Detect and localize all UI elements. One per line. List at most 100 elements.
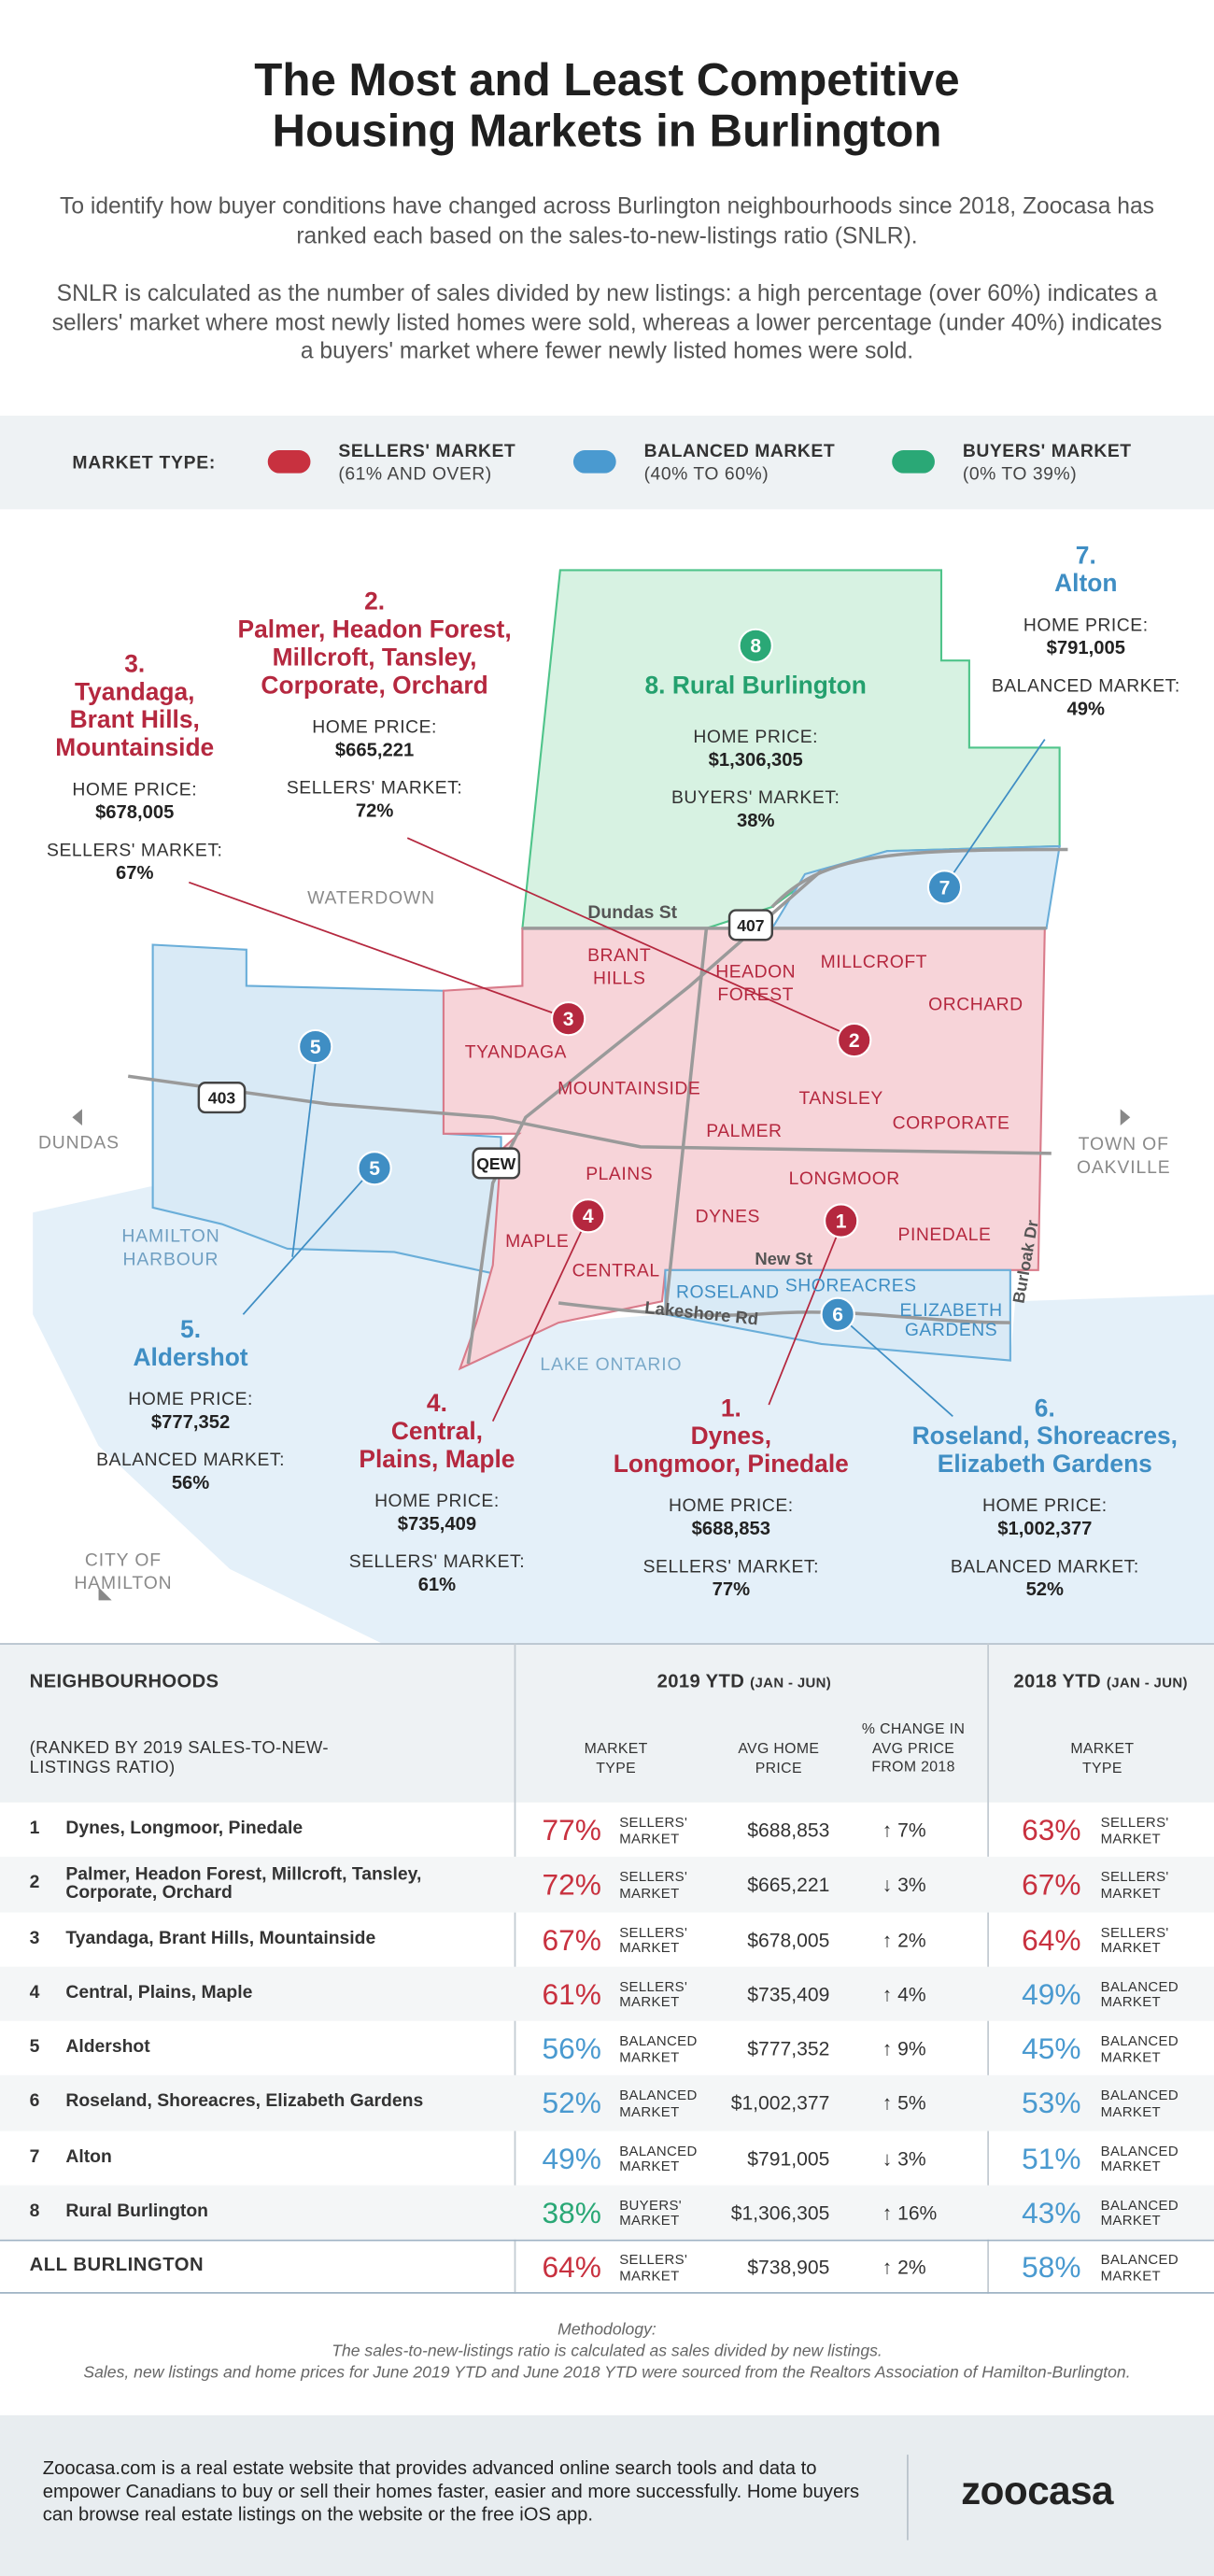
total-row: ALL BURLINGTON 64% SELLERS' MARKET $738,905… [0,2240,1214,2294]
rule [0,1643,1214,1645]
map-label: Brant Hills, [70,705,200,733]
ratio-2019: 56% [542,2032,601,2066]
methodology-line: Sales, new listings and home prices for … [83,2364,1131,2383]
leaders [189,739,1046,1422]
rank: 3 [29,1928,40,1948]
ratio-2018: 49% [1022,1977,1081,2011]
leader [189,881,556,1015]
ratio-2019: 52% [542,2087,601,2120]
map-label: QEW [476,1154,515,1173]
map-label: BRANT [587,945,651,966]
map-label: PALMER [706,1121,782,1141]
map-label: $777,352 [151,1412,230,1433]
market-type-2019: SELLERS' MARKET [619,1814,688,1847]
map-label: Palmer, Headon Forest, [238,615,512,643]
marker [551,1001,586,1037]
map-label: DYNES [696,1207,760,1227]
map-label: 5 [310,1037,321,1058]
market-type-2018: SELLERS' MARKET [1100,1923,1169,1956]
map-label: SHOREACRES [785,1276,917,1296]
lake [33,1186,1214,1644]
road [663,927,709,1315]
th-period: (JAN - JUN) [750,1674,832,1691]
market-type-2019: BUYERS' MARKET [619,2196,683,2229]
map-label: HOME PRICE: [982,1495,1108,1516]
map-label: 3. [124,649,145,677]
rank: 8 [29,2201,40,2221]
map-label: Longmoor, Pinedale [614,1450,849,1478]
leader [848,1323,953,1418]
map-label: 38% [737,811,774,831]
divider [907,2455,909,2541]
market-type-2018: BALANCED MARKET [1100,1977,1179,2010]
ratio-2019: 64% [542,2251,601,2285]
map-label: SELLERS' MARKET: [349,1551,525,1572]
map-label: LONGMOOR [789,1168,900,1189]
legend-label: MARKET TYPE: [72,453,216,474]
price-change: ↑ 7% [882,1819,926,1842]
methodology-title: Methodology: [558,2321,656,2341]
map-label: ROSELAND [676,1282,780,1303]
th: MARKET TYPE [584,1739,648,1776]
map-label: 403 [208,1088,236,1107]
table-row: 4 Central, Plains, Maple 61% SELLERS' MARKE… [0,1966,1214,2021]
th-year: 2018 YTD [1013,1672,1101,1692]
table: NEIGHBOURHOODS (RANKED BY 2019 SALES-TO-… [0,1643,1214,2294]
map-label: MOUNTAINSIDE [558,1078,700,1098]
neighbourhood: Tyandaga, Brant Hills, Mountainside [65,1928,376,1948]
map-label: BUYERS' MARKET: [671,787,840,808]
neighbourhood: Dynes, Longmoor, Pinedale [65,1819,304,1839]
arrow [1120,1109,1131,1126]
th: 2018 YTD (JAN - JUN) [1013,1672,1187,1693]
table-row: 3 Tyandaga, Brant Hills, Mountainside 67% S… [0,1912,1214,1966]
legend-name: BUYERS' MARKET [962,442,1132,462]
avg-price: $735,409 [747,1982,830,2006]
map-label: HARBOUR [123,1249,219,1269]
rank: 6 [29,2091,40,2112]
map-label: HOME PRICE: [669,1495,794,1516]
map-label: FOREST [717,984,794,1005]
avg-price: $738,905 [747,2256,830,2279]
intro: SNLR is calculated as the number of sale… [51,279,1163,363]
market-type-2018: BALANCED MARKET [1100,2196,1179,2229]
map-label: $791,005 [1047,638,1125,658]
market-type-2019: SELLERS' MARKET [619,1977,688,2010]
neighbourhood: Rural Burlington [65,2201,209,2221]
marker [926,870,963,905]
map-label: DUNDAS [38,1132,120,1153]
legend-swatch [892,450,935,474]
shield [197,1082,247,1114]
leader [952,739,1046,875]
map-label: Alton [1054,569,1117,597]
map-label: $688,853 [692,1519,770,1539]
map-label: Dynes, [691,1422,772,1450]
market-type-2019: BALANCED MARKET [619,2142,698,2174]
map-label: Millcroft, Tansley, [273,643,477,671]
map-label: New St [755,1249,812,1268]
leader [406,837,842,1033]
map-label: HEADON [715,962,796,983]
neighbourhood: Central, Plains, Maple [65,1982,253,2003]
map-label: ORCHARD [928,995,1023,1015]
legend-name: BALANCED MARKET [643,442,836,462]
market-type-2019: SELLERS' MARKET [619,1868,688,1901]
ratio-2019: 38% [542,2196,601,2229]
map-label: $665,221 [335,740,414,760]
marker [298,1028,333,1065]
map-label: Dundas St [587,902,677,923]
market-type-2019: SELLERS' MARKET [619,1923,688,1956]
map-label: HOME PRICE: [72,779,197,800]
rank: 5 [29,2037,40,2058]
map-label: HILLS [593,969,645,989]
table-row: 7 Alton 49% BALANCED MARKET $791,005 ↓ 3% 51% B… [0,2130,1214,2185]
map-label: PINEDALE [898,1224,992,1245]
map-label: SELLERS' MARKET: [47,840,222,860]
map-label: $735,409 [398,1514,476,1535]
ratio-2018: 53% [1022,2087,1081,2120]
legend: MARKET TYPE: SELLERS' MARKET (61% AND OVE… [0,416,1214,510]
map-label: WATERDOWN [307,887,435,908]
marker [738,628,773,663]
map-label: 1 [836,1210,847,1232]
neighbourhood: Roseland, Shoreacres, Elizabeth Gardens [65,2091,424,2112]
